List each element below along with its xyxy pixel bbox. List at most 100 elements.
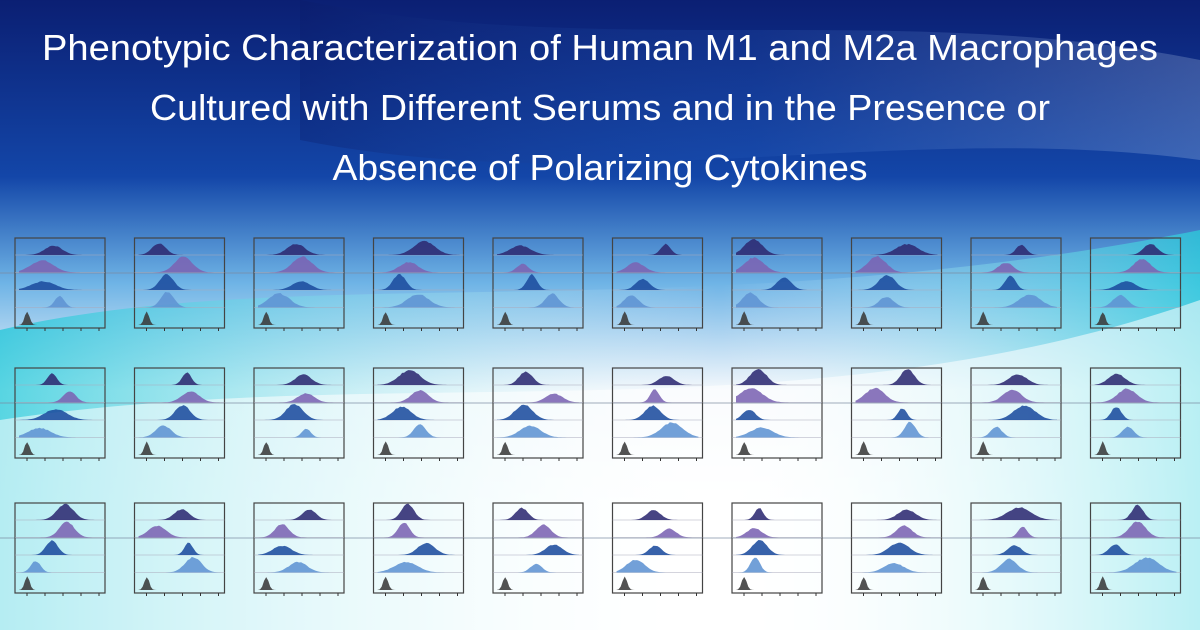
histogram-shape (616, 441, 699, 455)
histogram-shape (975, 275, 1057, 290)
histogram-shape (736, 508, 818, 520)
histogram-shape (975, 576, 1057, 590)
panel-frame (1089, 502, 1182, 594)
histogram-shape (736, 410, 818, 420)
histogram-shape (975, 526, 1057, 538)
histogram-shape (1094, 281, 1177, 290)
histogram-shape (1094, 294, 1177, 308)
histogram-shape (138, 577, 221, 590)
histogram-shape (855, 577, 938, 590)
histogram-shape (377, 522, 460, 538)
panel-frame (850, 367, 943, 459)
histogram-shape (855, 421, 938, 438)
histogram-shape (377, 576, 460, 590)
histogram-shape (497, 563, 579, 573)
histogram-shape (736, 311, 818, 325)
histogram-shape (855, 387, 938, 403)
histogram-shape (377, 294, 460, 308)
histogram-shape (736, 528, 818, 538)
histogram-shape (1094, 441, 1177, 455)
histogram-shape (138, 556, 221, 573)
histogram-shape (19, 409, 101, 420)
title-line: Cultured with Different Serums and in th… (150, 87, 1050, 128)
histogram-shape (377, 390, 460, 403)
histogram-shape (855, 509, 938, 520)
histogram-shape (616, 389, 699, 403)
panel-frame (850, 237, 943, 329)
histogram-shape (736, 292, 818, 308)
panel-frame (133, 502, 226, 594)
histogram-shape (497, 273, 579, 290)
histogram-shape (258, 374, 340, 385)
histogram-shape (855, 275, 938, 290)
histogram-shape (975, 244, 1057, 255)
histogram-shape (1094, 388, 1177, 403)
histogram-shape (377, 561, 460, 573)
title-line: Absence of Polarizing Cytokines (333, 147, 868, 188)
panel-frame (253, 237, 345, 329)
panel-frame (133, 237, 226, 329)
histogram-shape (19, 260, 101, 273)
panel-frame (970, 237, 1062, 329)
histogram-shape (1094, 504, 1177, 520)
histogram-shape (1094, 244, 1177, 255)
histogram-shape (377, 312, 460, 325)
histogram-shape (138, 274, 221, 290)
panel-frame (14, 502, 106, 594)
histogram-shape (855, 441, 938, 455)
histogram-shape (377, 424, 460, 438)
histogram-shape (736, 442, 818, 455)
panel-frame (611, 502, 704, 594)
histogram-shape (497, 507, 579, 520)
histogram-shape (138, 292, 221, 308)
panel-frame (1089, 237, 1182, 329)
histogram-shape (497, 371, 579, 385)
histogram-shape (1094, 312, 1177, 325)
histogram-shape (19, 391, 101, 403)
histogram-shape (736, 577, 818, 590)
histogram-shape (377, 542, 460, 555)
histogram-shape (736, 557, 818, 573)
histogram-shape (855, 297, 938, 308)
histogram-shape (975, 294, 1057, 308)
histogram-shape (497, 425, 579, 438)
histogram-shape (1094, 259, 1177, 273)
histogram-shape (855, 542, 938, 555)
histogram-shape (258, 393, 340, 403)
histogram-shape (616, 560, 699, 573)
histogram-shape (975, 507, 1057, 520)
histogram-shape (855, 525, 938, 538)
panel-frame (14, 237, 106, 329)
histogram-shape (1094, 521, 1177, 538)
panel-frame (611, 237, 704, 329)
histogram-shape (1094, 544, 1177, 555)
histogram-shape (736, 540, 818, 555)
histogram-shape (258, 442, 340, 455)
histogram-shape (258, 244, 340, 255)
histogram-shape (138, 425, 221, 438)
histogram-shape (616, 528, 699, 538)
histogram-shape (19, 561, 101, 573)
panel-frame (970, 367, 1062, 459)
histogram-shape (616, 295, 699, 308)
histogram-shape (258, 428, 340, 438)
panel-frame (372, 502, 465, 594)
panel-frame (1089, 367, 1182, 459)
histogram-shape (616, 422, 699, 438)
histogram-shape (975, 405, 1057, 420)
histogram-shape (258, 524, 340, 538)
histogram-shape (138, 311, 221, 325)
histogram-shape (616, 376, 699, 385)
histogram-shape (258, 281, 340, 290)
histogram-shape (258, 577, 340, 590)
histogram-shape (975, 426, 1057, 438)
histogram-shape (736, 277, 818, 290)
panel-frame (731, 502, 823, 594)
histogram-shape (19, 521, 101, 538)
histogram-shape (138, 509, 221, 520)
histogram-shape (258, 509, 340, 520)
histogram-shape (1094, 426, 1177, 438)
panel-frame (731, 367, 823, 459)
